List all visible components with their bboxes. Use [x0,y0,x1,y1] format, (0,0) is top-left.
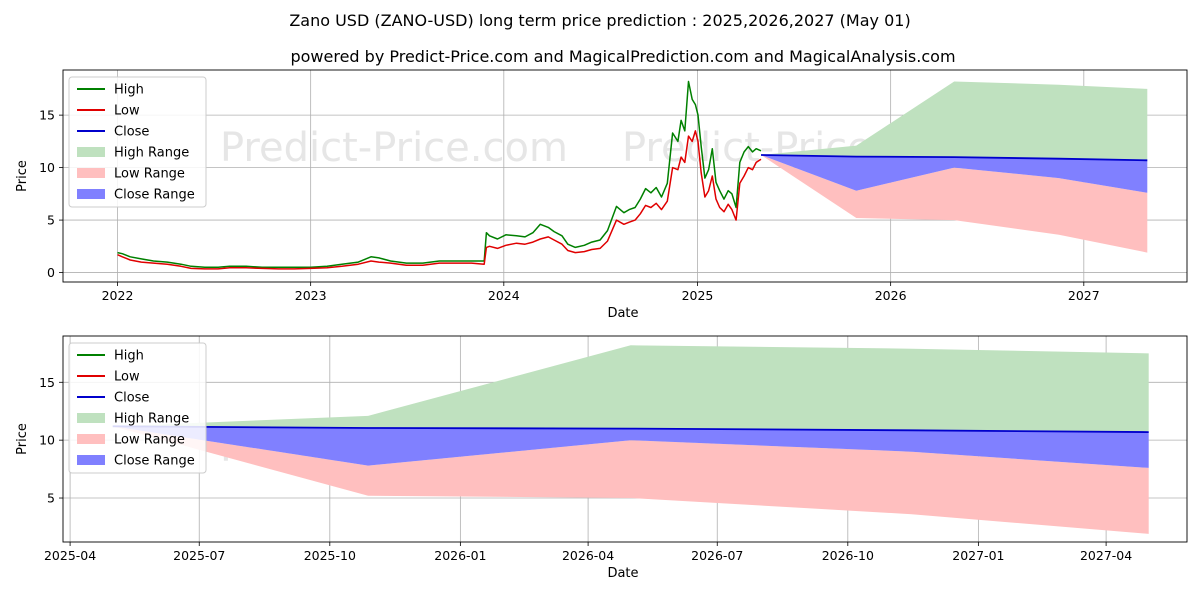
x-axis-label: Date [607,306,638,321]
y-axis-label: Price [15,160,30,192]
legend-swatch-patch [77,189,105,199]
y-tick-label: 10 [39,160,55,175]
axes-frame [62,335,1188,543]
low-series-line [117,130,762,270]
legend-label: High Range [114,412,189,427]
legend-label: High Range [114,146,189,161]
x-tick-label: 2026-07 [691,548,743,563]
legend-label: Close Range [114,454,195,469]
y-tick-label: 15 [39,375,55,390]
legend-label: Low [114,370,140,385]
chart-subtitle: powered by Predict-Price.com and Magical… [290,47,955,66]
y-tick-label: 15 [39,108,55,123]
y-tick-label: 5 [47,491,55,506]
y-axis-label: Price [15,423,30,455]
watermark-text: Predict-Price.com [220,125,568,171]
legend-label: High [114,349,144,364]
legend-label: Close [114,391,149,406]
y-tick-label: 10 [39,433,55,448]
low-range-band [761,155,1148,253]
x-tick-label: 2027-04 [1080,548,1132,563]
legend-label: Close [114,125,149,140]
legend-swatch-patch [77,434,105,444]
y-tick-label: 0 [47,265,55,280]
x-tick-label: 2025-10 [304,548,356,563]
close-range-band [112,426,1149,468]
x-tick-label: 2025-07 [173,548,225,563]
plot-area [117,80,1148,270]
legend-swatch-patch [77,168,105,178]
bottom-panel: 2025-04 2025-07 2025-10 2026-01 2026-04 2026-… [15,335,1188,581]
x-tick-label: 2024 [488,288,520,303]
close-forecast-line [760,154,1148,162]
close-forecast-line [112,425,1149,433]
legend-label: Close Range [114,188,195,203]
y-tick-label: 5 [47,213,55,228]
x-tick-label: 2027-01 [952,548,1004,563]
legend-swatch-patch [77,455,105,465]
x-axis-label: Date [607,566,638,581]
chart-title: Zano USD (ZANO-USD) long term price pred… [289,11,910,30]
legend-label: Low Range [114,167,185,182]
x-tick-label: 2027 [1068,288,1100,303]
close-range-band [761,155,1148,193]
x-tick-label: 2022 [102,288,134,303]
top-panel: 2022 2023 2024 2025 2026 2027 0 5 10 15 Predict-Pr… [15,69,1188,321]
axes-frame [62,69,1188,283]
legend-label: Low Range [114,433,185,448]
x-tick-label: 2026-10 [822,548,874,563]
plot-area [112,345,1149,534]
high-range-band [112,345,1149,433]
x-tick-label: 2026 [875,288,907,303]
x-tick-label: 2026-01 [434,548,486,563]
low-range-band [112,426,1149,534]
x-tick-label: 2025-04 [44,548,96,563]
legend-label: High [114,83,144,98]
legend-label: Low [114,104,140,119]
x-tick-label: 2023 [295,288,327,303]
x-tick-label: 2025 [682,288,714,303]
x-tick-label: 2026-04 [562,548,614,563]
high-series-line [117,80,762,269]
high-range-band [761,81,1148,161]
legend-swatch-patch [77,413,105,423]
legend-swatch-patch [77,147,105,157]
